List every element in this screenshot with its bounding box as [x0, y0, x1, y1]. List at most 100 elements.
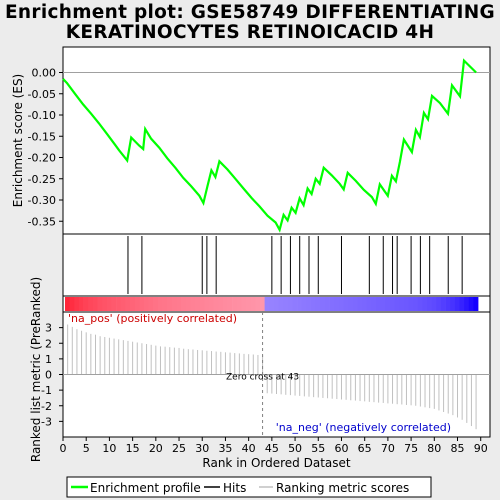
- rank-color-cell: [125, 297, 131, 311]
- rank-color-cell: [208, 297, 214, 311]
- rank-color-cell: [306, 297, 312, 311]
- rank-color-cell: [329, 297, 335, 311]
- legend-enrichment-label: Enrichment profile: [90, 481, 201, 495]
- es-y-tick-label: -0.20: [28, 152, 56, 165]
- rank-color-cell: [394, 297, 400, 311]
- rank-color-cell: [78, 297, 84, 311]
- rank-color-cell: [399, 297, 405, 311]
- rank-color-cell: [436, 297, 442, 311]
- rank-color-cell: [431, 297, 437, 311]
- rank-color-cell: [454, 297, 460, 311]
- negative-correlation-label: 'na_neg' (negatively correlated): [276, 421, 451, 434]
- es-y-axis-label: Enrichment score (ES): [11, 74, 25, 207]
- zero-cross-label: Zero cross at 43: [226, 373, 299, 383]
- rank-color-cell: [130, 297, 135, 311]
- rank-color-cell: [69, 297, 75, 311]
- rank-color-cell: [417, 297, 423, 311]
- rank-color-cell: [343, 297, 349, 311]
- rank-color-cell: [301, 297, 307, 311]
- rank-color-cell: [190, 297, 196, 311]
- x-tick-label: 75: [404, 442, 418, 455]
- rank-color-cell: [97, 297, 103, 311]
- rank-color-cell: [259, 297, 265, 311]
- metric-y-tick-label: -3: [41, 415, 52, 428]
- rank-color-cell: [440, 297, 446, 311]
- rank-color-cell: [195, 297, 200, 311]
- rank-color-cell: [413, 297, 419, 311]
- rank-color-cell: [389, 297, 395, 311]
- metric-y-axis-label: Ranked list metric (PreRanked): [29, 277, 43, 462]
- rank-color-cell: [315, 297, 321, 311]
- hits-area: [62, 233, 491, 297]
- rank-color-cell: [167, 297, 173, 311]
- rank-color-cell: [153, 297, 159, 311]
- es-y-tick-label: -0.10: [28, 109, 56, 122]
- rank-color-cell: [250, 297, 256, 311]
- es-y-tick-label: -0.35: [28, 215, 56, 228]
- metric-y-tick-label: 3: [45, 322, 52, 335]
- rank-color-cell: [464, 297, 470, 311]
- enrichment-score-panel: 0.00 -0.05 -0.10 -0.15 -0.20 -0.25 -0.30 -0.35E…: [11, 46, 491, 235]
- rank-color-cell: [445, 297, 451, 311]
- rank-color-cell: [139, 297, 145, 311]
- rank-color-cell: [278, 297, 284, 311]
- x-tick-label: 80: [427, 442, 441, 455]
- x-tick-label: 30: [195, 442, 209, 455]
- rank-color-cell: [227, 297, 233, 311]
- rank-color-cell: [148, 297, 154, 311]
- chart-title-line2: KERATINOCYTES RETINOICACID 4H: [65, 22, 435, 43]
- rank-color-cell: [473, 297, 479, 311]
- rank-color-cell: [324, 297, 330, 311]
- rank-color-cell: [371, 297, 377, 311]
- rank-color-cell: [199, 297, 205, 311]
- chart-title-line1: Enrichment plot: GSE58749 DIFFERENTIATIN…: [5, 2, 495, 23]
- rank-color-cell: [376, 297, 381, 311]
- rank-color-cell: [162, 297, 168, 311]
- rank-color-cell: [283, 297, 289, 311]
- rank-color-cell: [264, 297, 270, 311]
- x-tick-label: 15: [126, 442, 140, 455]
- rank-color-cell: [102, 297, 108, 311]
- x-tick-label: 40: [242, 442, 256, 455]
- metric-y-tick-label: -2: [41, 400, 52, 413]
- rank-color-cell: [459, 297, 465, 311]
- rank-color-cell: [232, 297, 238, 311]
- x-tick-label: 0: [60, 442, 67, 455]
- rank-color-cell: [338, 297, 344, 311]
- es-plot-area: [62, 46, 491, 235]
- rank-color-cell: [185, 297, 191, 311]
- rank-color-cell: [74, 297, 80, 311]
- chart-legend: Enrichment profile Hits Ranking metric sco…: [66, 476, 432, 498]
- x-tick-label: 5: [83, 442, 90, 455]
- rank-color-bar: [62, 295, 491, 313]
- x-tick-label: 90: [474, 442, 488, 455]
- rank-color-cell: [255, 297, 261, 311]
- rank-color-cell: [106, 297, 112, 311]
- rank-color-cell: [204, 297, 210, 311]
- rank-color-cell: [111, 297, 117, 311]
- es-y-tick-label: 0.00: [32, 67, 57, 80]
- es-y-tick-label: -0.15: [28, 130, 56, 143]
- rank-color-cell: [143, 297, 149, 311]
- rank-color-cell: [88, 297, 94, 311]
- es-y-tick-label: -0.25: [28, 173, 56, 186]
- rank-color-cell: [171, 297, 177, 311]
- rank-color-cell: [385, 297, 391, 311]
- rank-color-cell: [362, 297, 367, 311]
- rank-color-cell: [92, 297, 98, 311]
- legend-box: [66, 476, 432, 498]
- positive-correlation-label: 'na_pos' (positively correlated): [68, 312, 237, 325]
- rank-color-cell: [468, 297, 474, 311]
- rank-color-cell: [269, 297, 275, 311]
- rank-color-cell: [366, 297, 372, 311]
- rank-color-cell: [334, 297, 340, 311]
- ranked-metric-panel: Zero cross at 43 'na_pos' (positively cor…: [29, 277, 491, 470]
- x-tick-label: 35: [218, 442, 232, 455]
- legend-metric-label: Ranking metric scores: [276, 481, 409, 495]
- rank-color-cell: [408, 297, 414, 311]
- x-tick-label: 45: [265, 442, 279, 455]
- hits-panel: [62, 233, 491, 297]
- rank-color-cell: [297, 297, 303, 311]
- metric-y-tick-label: 1: [45, 353, 52, 366]
- rank-color-cell: [213, 297, 219, 311]
